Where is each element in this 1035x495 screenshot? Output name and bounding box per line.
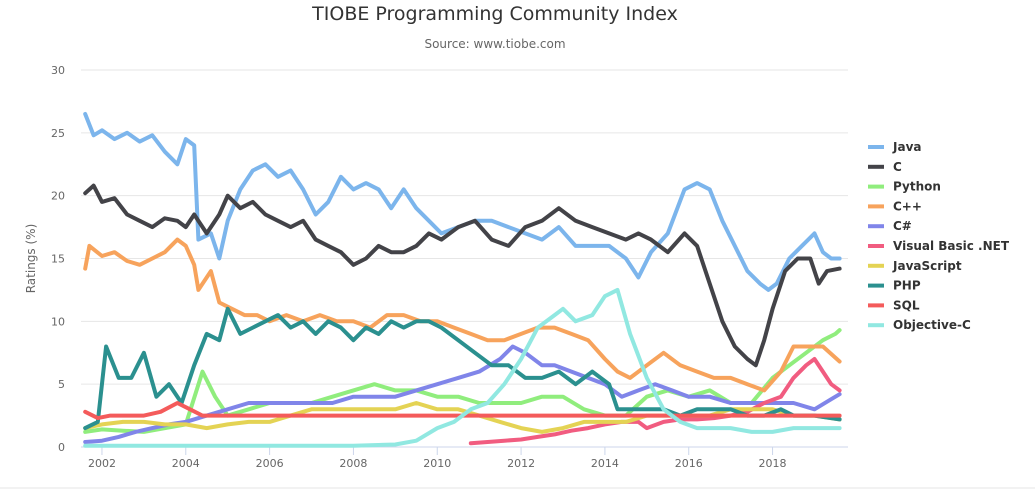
series-line-objective-c[interactable] — [83, 287, 842, 448]
y-axis-title: Ratings (%) — [24, 224, 38, 294]
y-tick-label: 20 — [51, 190, 65, 203]
legend-label: PHP — [893, 279, 921, 293]
y-tick-label: 5 — [58, 378, 65, 391]
legend-label: SQL — [893, 298, 920, 312]
y-tick-label: 0 — [58, 441, 65, 454]
legend-label: JavaScript — [892, 259, 962, 273]
legend-item-sql[interactable]: SQL — [868, 298, 920, 312]
x-tick-label: 2012 — [507, 457, 535, 470]
y-tick-label: 15 — [51, 253, 65, 266]
series-line-visual-basic-net[interactable] — [468, 357, 842, 446]
legend-label: C# — [893, 219, 912, 233]
series-line-java[interactable] — [83, 112, 842, 292]
axis-layer: 0 5 10 15 20 25 30 2002 2004 2006 2008 2010 2012 2014… — [24, 64, 787, 470]
x-tick-label: 2016 — [675, 457, 703, 470]
legend-item-php[interactable]: PHP — [868, 279, 921, 293]
legend-label: Visual Basic .NET — [893, 239, 1010, 253]
x-tick-label: 2008 — [339, 457, 367, 470]
legend-item-c-[interactable]: C# — [868, 219, 912, 233]
series-layer — [83, 112, 842, 448]
y-tick-label: 25 — [51, 127, 65, 140]
legend-item-python[interactable]: Python — [868, 180, 941, 194]
legend-item-visual-basic-net[interactable]: Visual Basic .NET — [868, 239, 1010, 253]
x-tick-label: 2018 — [759, 457, 787, 470]
legend-item-javascript[interactable]: JavaScript — [868, 259, 962, 273]
legend-label: Objective-C — [893, 318, 971, 332]
legend-label: Python — [893, 180, 941, 194]
legend-item-objective-c[interactable]: Objective-C — [868, 318, 971, 332]
legend-label: Java — [892, 140, 921, 154]
x-tick-label: 2010 — [423, 457, 451, 470]
legend-label: C — [893, 160, 902, 174]
x-tick-label: 2002 — [88, 457, 116, 470]
legend-item-c-[interactable]: C++ — [868, 199, 922, 213]
chart-title: TIOBE Programming Community Index — [312, 3, 678, 25]
legend-item-java[interactable]: Java — [868, 140, 921, 154]
chart-subtitle: Source: www.tiobe.com — [424, 37, 566, 51]
y-tick-label: 30 — [51, 64, 65, 77]
series-line-c[interactable] — [83, 183, 842, 368]
series-line-c-[interactable] — [83, 237, 842, 393]
legend: Java C Python C++ C# Visual Basic .NET JavaScr… — [868, 140, 1010, 332]
y-tick-label: 10 — [51, 315, 65, 328]
legend-label: C++ — [893, 199, 922, 213]
x-tick-label: 2004 — [172, 457, 200, 470]
legend-item-c[interactable]: C — [868, 160, 902, 174]
x-tick-label: 2014 — [591, 457, 619, 470]
series-line-sql[interactable] — [83, 401, 842, 421]
x-tick-label: 2006 — [256, 457, 284, 470]
